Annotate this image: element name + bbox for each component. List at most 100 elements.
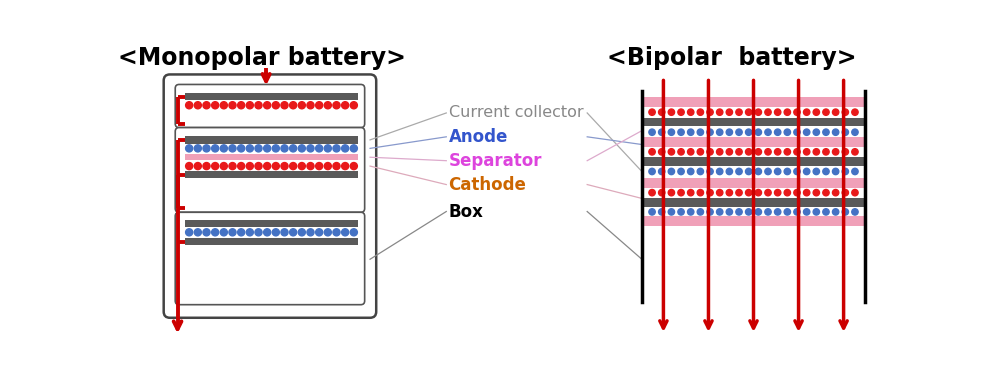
- Circle shape: [717, 129, 723, 135]
- Circle shape: [688, 209, 694, 215]
- Circle shape: [649, 209, 655, 215]
- Circle shape: [726, 129, 733, 135]
- Circle shape: [794, 209, 800, 215]
- FancyBboxPatch shape: [175, 212, 365, 305]
- Circle shape: [852, 109, 858, 115]
- Circle shape: [290, 102, 297, 109]
- Bar: [642, 178, 865, 188]
- Circle shape: [678, 149, 684, 155]
- Circle shape: [803, 168, 810, 175]
- Circle shape: [678, 109, 684, 115]
- Circle shape: [784, 209, 791, 215]
- Circle shape: [350, 145, 357, 152]
- Text: Cathode: Cathode: [449, 175, 526, 193]
- Circle shape: [823, 109, 829, 115]
- Circle shape: [736, 109, 742, 115]
- Circle shape: [316, 145, 323, 152]
- Circle shape: [745, 209, 752, 215]
- Circle shape: [668, 149, 675, 155]
- Circle shape: [342, 162, 349, 170]
- Circle shape: [246, 162, 253, 170]
- Circle shape: [186, 229, 193, 236]
- Bar: [642, 137, 865, 147]
- Circle shape: [229, 145, 236, 152]
- Circle shape: [194, 102, 201, 109]
- Circle shape: [668, 109, 675, 115]
- Circle shape: [774, 109, 781, 115]
- Circle shape: [852, 190, 858, 196]
- Circle shape: [272, 229, 279, 236]
- Circle shape: [726, 168, 733, 175]
- Circle shape: [813, 168, 819, 175]
- Circle shape: [765, 109, 771, 115]
- Circle shape: [813, 149, 819, 155]
- Circle shape: [281, 229, 288, 236]
- Circle shape: [842, 129, 848, 135]
- Circle shape: [813, 190, 819, 196]
- Circle shape: [823, 190, 829, 196]
- Circle shape: [736, 129, 742, 135]
- Circle shape: [755, 149, 762, 155]
- Circle shape: [736, 168, 742, 175]
- Circle shape: [659, 109, 665, 115]
- Circle shape: [659, 168, 665, 175]
- Circle shape: [697, 129, 704, 135]
- Circle shape: [203, 102, 210, 109]
- Circle shape: [823, 168, 829, 175]
- Circle shape: [649, 129, 655, 135]
- Circle shape: [333, 102, 340, 109]
- Circle shape: [707, 190, 713, 196]
- Circle shape: [668, 209, 675, 215]
- Circle shape: [717, 168, 723, 175]
- Circle shape: [726, 149, 733, 155]
- Circle shape: [668, 129, 675, 135]
- Circle shape: [832, 129, 839, 135]
- Circle shape: [298, 229, 305, 236]
- Circle shape: [281, 145, 288, 152]
- Circle shape: [186, 145, 193, 152]
- Circle shape: [774, 129, 781, 135]
- Circle shape: [659, 149, 665, 155]
- Circle shape: [324, 145, 331, 152]
- Circle shape: [229, 162, 236, 170]
- Circle shape: [803, 149, 810, 155]
- Circle shape: [290, 162, 297, 170]
- FancyBboxPatch shape: [175, 85, 365, 128]
- Circle shape: [255, 229, 262, 236]
- Circle shape: [255, 102, 262, 109]
- Circle shape: [238, 145, 245, 152]
- Circle shape: [290, 229, 297, 236]
- Circle shape: [755, 109, 762, 115]
- Bar: [642, 97, 865, 107]
- Circle shape: [832, 209, 839, 215]
- Bar: [185, 154, 358, 160]
- Circle shape: [203, 229, 210, 236]
- Circle shape: [717, 109, 723, 115]
- Circle shape: [307, 229, 314, 236]
- Circle shape: [272, 145, 279, 152]
- Circle shape: [697, 149, 704, 155]
- Circle shape: [774, 149, 781, 155]
- Circle shape: [688, 129, 694, 135]
- Circle shape: [726, 109, 733, 115]
- Circle shape: [832, 168, 839, 175]
- Text: <Monopolar battery>: <Monopolar battery>: [118, 46, 406, 70]
- Circle shape: [316, 102, 323, 109]
- Circle shape: [255, 162, 262, 170]
- Circle shape: [813, 209, 819, 215]
- Circle shape: [784, 168, 791, 175]
- Bar: [185, 171, 358, 178]
- Bar: [185, 220, 358, 228]
- Circle shape: [688, 149, 694, 155]
- Circle shape: [755, 209, 762, 215]
- Circle shape: [803, 109, 810, 115]
- Circle shape: [717, 190, 723, 196]
- Circle shape: [264, 162, 271, 170]
- Circle shape: [649, 149, 655, 155]
- Circle shape: [678, 129, 684, 135]
- Circle shape: [707, 109, 713, 115]
- Circle shape: [794, 109, 800, 115]
- Circle shape: [842, 109, 848, 115]
- Circle shape: [736, 209, 742, 215]
- Bar: [642, 157, 865, 166]
